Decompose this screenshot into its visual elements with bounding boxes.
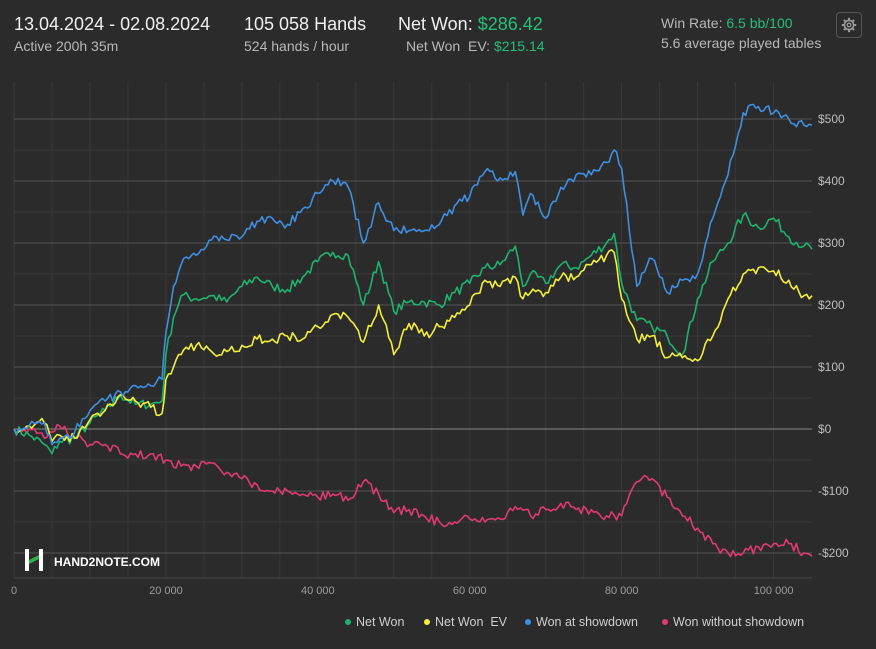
series-line-net-won	[13, 212, 813, 455]
x-tick-label: 0	[11, 585, 17, 597]
x-tick-label: 40 000	[301, 585, 335, 597]
legend-net-won-label: Net Won	[356, 615, 405, 629]
net-won-ev-summary: Net Won EV: $215.14	[406, 38, 545, 54]
active-time: Active 200h 35m	[14, 38, 119, 54]
net-won-ev-label: Net Won EV:	[406, 38, 491, 54]
y-tick-label: $400	[818, 174, 845, 188]
series-line-won-at-showdown	[13, 103, 813, 446]
legend-non-showdown-label: Won without showdown	[673, 615, 805, 629]
net-won-label: Net Won:	[398, 14, 473, 34]
hands-count: 105 058 Hands	[244, 14, 367, 34]
legend-showdown-label: Won at showdown	[536, 615, 638, 629]
legend-showdown-dot	[525, 618, 531, 625]
x-axis-labels: 0 20 000 40 000 60 000 80 000 100 000	[11, 585, 794, 597]
x-tick-label: 100 000	[754, 585, 794, 597]
gear-icon	[841, 17, 857, 33]
legend-won-without-showdown[interactable]: Won without showdown	[662, 615, 804, 631]
hands-per-hour: 524 hands / hour	[244, 38, 350, 54]
watermark: HAND2NOTE.COM	[25, 549, 160, 571]
legend-net-won[interactable]: Net Won	[345, 615, 404, 631]
x-tick-label: 60 000	[453, 585, 487, 597]
legend-net-won-dot	[345, 618, 351, 625]
y-tick-label: -$200	[818, 546, 849, 560]
watermark-text: HAND2NOTE.COM	[54, 555, 160, 569]
win-rate-value: 6.5 bb/100	[726, 15, 793, 31]
settings-button[interactable]	[836, 12, 862, 38]
y-tick-label: $100	[818, 360, 845, 374]
legend-net-won-ev[interactable]: Net Won EV	[424, 615, 507, 631]
hand2note-logo-icon	[25, 549, 43, 571]
net-won-summary: Net Won: $286.42	[398, 14, 543, 35]
x-tick-label: 80 000	[605, 585, 639, 597]
net-won-value: $286.42	[477, 14, 543, 34]
y-tick-label: -$100	[818, 484, 849, 498]
chart-lines	[13, 103, 813, 558]
y-tick-label: $200	[818, 298, 845, 312]
series-line-won-without-showdown	[13, 423, 813, 558]
date-range: 13.04.2024 - 02.08.2024	[14, 14, 211, 34]
y-tick-label: $300	[818, 236, 845, 250]
win-rate-label: Win Rate:	[661, 15, 723, 31]
x-tick-label: 20 000	[149, 585, 183, 597]
net-won-ev-value: $215.14	[493, 38, 545, 54]
summary-header: 13.04.2024 - 02.08.2024 Active 200h 35m …	[0, 0, 876, 62]
chart-grid	[13, 82, 812, 579]
legend-net-won-ev-dot	[424, 618, 430, 625]
win-rate: Win Rate: 6.5 bb/100	[661, 15, 793, 31]
y-tick-label: $0	[818, 422, 832, 436]
y-axis-labels: -$200 -$100 $0 $100 $200 $300 $400 $500	[818, 112, 849, 560]
series-line-net-won-ev	[13, 249, 813, 443]
legend-net-won-ev-label: Net Won EV	[435, 615, 508, 629]
y-tick-label: $500	[818, 112, 845, 126]
legend-won-at-showdown[interactable]: Won at showdown	[525, 615, 638, 631]
avg-tables: 5.6 average played tables	[661, 35, 822, 51]
legend-non-showdown-dot	[662, 618, 668, 625]
